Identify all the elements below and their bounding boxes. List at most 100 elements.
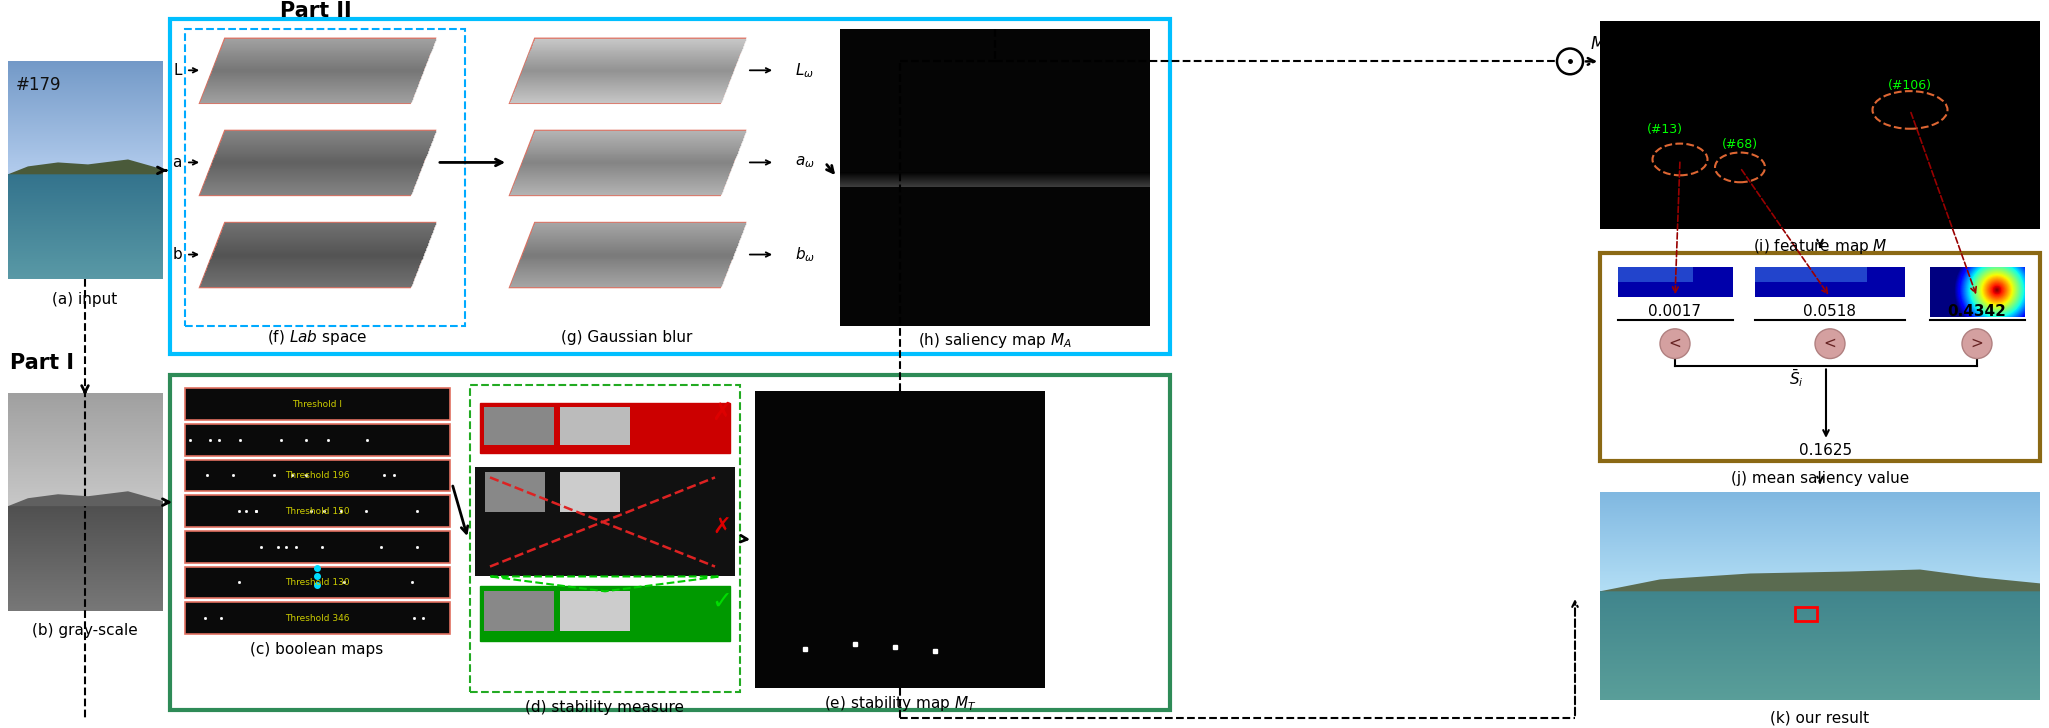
Text: Threshold 150: Threshold 150 bbox=[285, 507, 348, 515]
Bar bbox=[8, 451, 164, 453]
Bar bbox=[1600, 535, 2041, 536]
Bar bbox=[1600, 679, 2041, 681]
Bar bbox=[8, 394, 164, 395]
Bar bbox=[8, 411, 164, 412]
Text: Part II: Part II bbox=[281, 1, 352, 21]
Bar bbox=[1600, 494, 2041, 495]
Bar bbox=[1600, 660, 2041, 662]
Bar bbox=[840, 179, 1149, 181]
Bar bbox=[1600, 687, 2041, 689]
Bar bbox=[8, 481, 164, 483]
Bar bbox=[8, 421, 164, 422]
Bar bbox=[840, 183, 1149, 184]
Bar bbox=[8, 606, 164, 607]
Bar bbox=[8, 444, 164, 445]
Bar bbox=[8, 518, 164, 519]
Bar bbox=[1600, 501, 2041, 502]
Bar bbox=[8, 563, 164, 565]
Bar bbox=[1600, 591, 2041, 593]
Bar bbox=[1795, 606, 1817, 620]
Bar bbox=[8, 488, 164, 489]
Bar bbox=[8, 197, 164, 198]
Bar bbox=[8, 160, 164, 162]
Circle shape bbox=[1963, 329, 1992, 359]
Bar bbox=[8, 222, 164, 223]
Bar bbox=[8, 489, 164, 490]
Bar bbox=[8, 157, 164, 159]
Bar bbox=[8, 208, 164, 209]
Bar bbox=[8, 593, 164, 594]
Bar bbox=[8, 557, 164, 558]
Bar bbox=[8, 445, 164, 446]
Bar bbox=[8, 90, 164, 91]
Bar bbox=[8, 79, 164, 80]
Bar bbox=[559, 472, 621, 512]
Bar bbox=[1600, 618, 2041, 619]
Bar bbox=[8, 121, 164, 122]
Bar bbox=[8, 263, 164, 264]
Bar bbox=[8, 221, 164, 222]
Bar bbox=[8, 483, 164, 484]
Bar bbox=[1600, 648, 2041, 649]
Bar bbox=[1600, 671, 2041, 673]
Bar bbox=[8, 80, 164, 82]
Bar bbox=[8, 502, 164, 503]
Bar bbox=[8, 402, 164, 403]
Bar bbox=[8, 569, 164, 571]
Bar bbox=[8, 173, 164, 174]
Bar bbox=[8, 423, 164, 424]
Bar bbox=[184, 566, 451, 598]
Bar bbox=[8, 77, 164, 78]
Bar bbox=[8, 122, 164, 123]
Bar bbox=[8, 126, 164, 127]
Bar bbox=[8, 497, 164, 498]
Bar bbox=[8, 579, 164, 580]
Bar bbox=[8, 587, 164, 588]
Bar bbox=[8, 237, 164, 238]
Text: (k) our result: (k) our result bbox=[1770, 711, 1869, 726]
Bar bbox=[1600, 542, 2041, 543]
Bar bbox=[1600, 523, 2041, 524]
Bar bbox=[8, 212, 164, 213]
Bar bbox=[8, 453, 164, 454]
Bar bbox=[1600, 630, 2041, 631]
Bar bbox=[1600, 558, 2041, 560]
Bar bbox=[8, 602, 164, 604]
Bar bbox=[8, 213, 164, 214]
Bar bbox=[1600, 640, 2041, 641]
Bar bbox=[8, 132, 164, 134]
Bar bbox=[1600, 649, 2041, 650]
Bar bbox=[8, 199, 164, 200]
Bar bbox=[8, 442, 164, 443]
Bar bbox=[8, 420, 164, 421]
Bar bbox=[1600, 617, 2041, 618]
Bar bbox=[1600, 651, 2041, 652]
Text: (e) stability map $M_T$: (e) stability map $M_T$ bbox=[824, 694, 977, 713]
Bar bbox=[8, 214, 164, 215]
Bar bbox=[1600, 568, 2041, 569]
Bar bbox=[1600, 563, 2041, 565]
Bar bbox=[8, 516, 164, 517]
Bar bbox=[8, 277, 164, 278]
Bar bbox=[8, 506, 164, 507]
Bar bbox=[1600, 512, 2041, 513]
Bar bbox=[1600, 560, 2041, 561]
Bar bbox=[8, 448, 164, 450]
Bar bbox=[8, 63, 164, 64]
Bar bbox=[1600, 549, 2041, 550]
Bar bbox=[8, 434, 164, 435]
Bar bbox=[8, 240, 164, 241]
Bar bbox=[8, 127, 164, 129]
Bar bbox=[8, 248, 164, 250]
Bar bbox=[8, 538, 164, 539]
Bar bbox=[1600, 518, 2041, 519]
Bar bbox=[8, 398, 164, 399]
Bar bbox=[8, 433, 164, 434]
Bar bbox=[8, 174, 164, 175]
Bar bbox=[8, 211, 164, 212]
Bar bbox=[8, 447, 164, 448]
Bar bbox=[8, 143, 164, 145]
Bar bbox=[8, 428, 164, 429]
Bar bbox=[1600, 665, 2041, 667]
Text: (b) gray-scale: (b) gray-scale bbox=[33, 623, 137, 638]
